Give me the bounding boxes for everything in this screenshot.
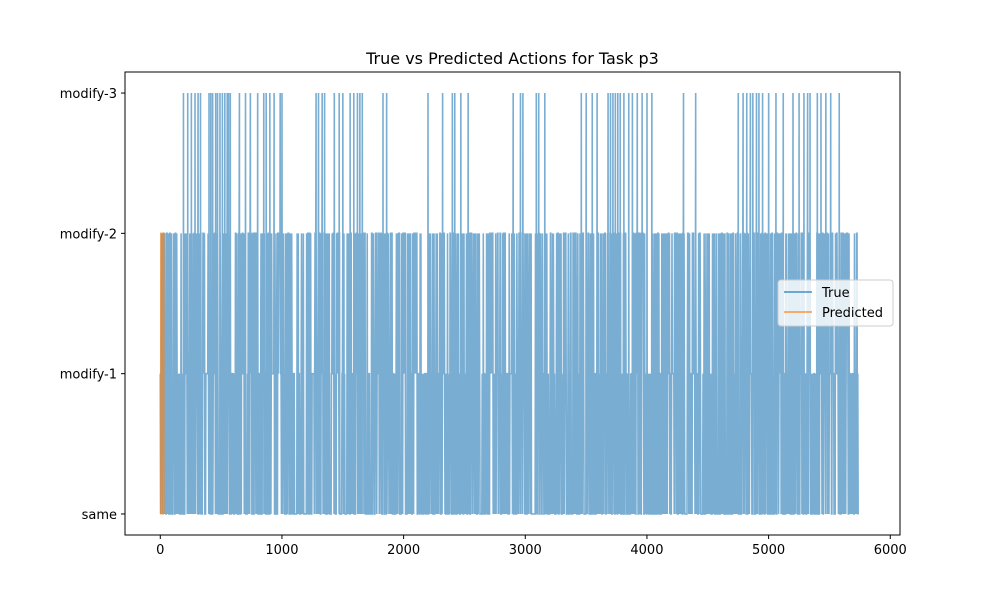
series-predicted-line — [159, 232, 165, 515]
y-tick-label: modify-1 — [60, 368, 117, 383]
chart-title: True vs Predicted Actions for Task p3 — [365, 49, 659, 68]
x-tick-label: 0 — [156, 543, 164, 558]
y-tick-label: modify-3 — [60, 87, 117, 102]
legend-predicted-label: Predicted — [822, 306, 883, 321]
legend-true-label: True — [821, 286, 850, 301]
y-axis: same modify-1 modify-2 modify-3 — [60, 87, 125, 523]
x-tick-label: 4000 — [630, 543, 663, 558]
y-tick-label: modify-2 — [60, 227, 117, 242]
x-tick-label: 5000 — [752, 543, 785, 558]
x-tick-label: 3000 — [509, 543, 542, 558]
x-tick-label: 6000 — [874, 543, 907, 558]
series-true-line — [159, 93, 859, 515]
x-tick-label: 1000 — [265, 543, 298, 558]
y-tick-label: same — [82, 508, 117, 523]
plot-frame — [124, 71, 901, 536]
legend: True Predicted — [777, 279, 894, 327]
x-axis: 0 1000 2000 3000 4000 5000 6000 — [156, 535, 907, 558]
x-tick-label: 2000 — [387, 543, 420, 558]
data-layer — [159, 93, 859, 515]
